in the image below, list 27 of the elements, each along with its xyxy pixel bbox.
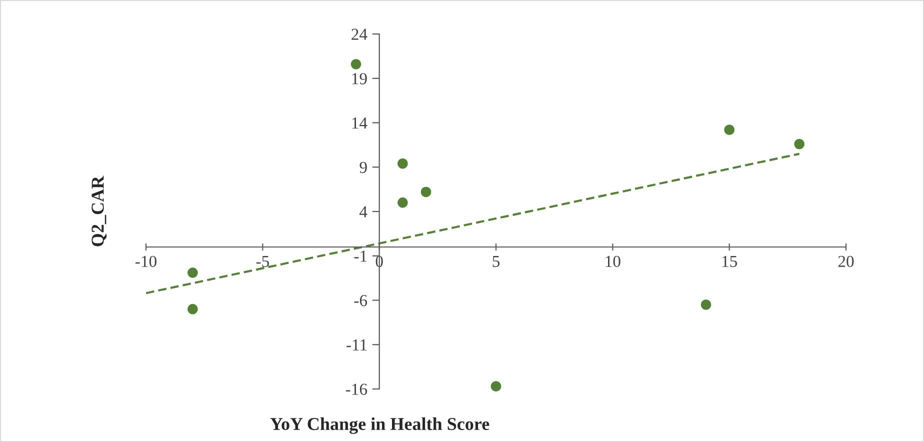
point bbox=[187, 304, 198, 314]
y-tick-label: -1 bbox=[354, 250, 367, 262]
x-tick-label: 10 bbox=[606, 256, 620, 268]
y-axis-title: Q2_CAR bbox=[92, 176, 107, 246]
y-tick-label: 4 bbox=[360, 206, 368, 218]
x-tick-label: 15 bbox=[722, 256, 738, 268]
point bbox=[187, 268, 198, 278]
point bbox=[420, 186, 432, 198]
point bbox=[700, 299, 712, 310]
x-axis-title: YoY Change in Health Score bbox=[270, 417, 490, 434]
x-tick-label: 5 bbox=[492, 256, 500, 268]
x-tick-label: 20 bbox=[838, 256, 854, 268]
y-tick-label: 19 bbox=[352, 73, 367, 84]
point bbox=[794, 138, 805, 150]
x-tick-label: -10 bbox=[136, 256, 156, 268]
point bbox=[397, 197, 408, 208]
point bbox=[724, 124, 735, 136]
x-tick-label: -5 bbox=[256, 256, 269, 268]
y-tick-label: 14 bbox=[352, 118, 368, 129]
y-tick-label: 9 bbox=[360, 162, 367, 174]
y-tick-label: -16 bbox=[346, 384, 368, 395]
point bbox=[490, 381, 502, 392]
point bbox=[350, 58, 362, 70]
point bbox=[397, 158, 408, 169]
y-tick-label: -11 bbox=[346, 339, 367, 350]
y-tick-label: 24 bbox=[352, 28, 368, 40]
y-tick-label: -6 bbox=[354, 294, 368, 306]
